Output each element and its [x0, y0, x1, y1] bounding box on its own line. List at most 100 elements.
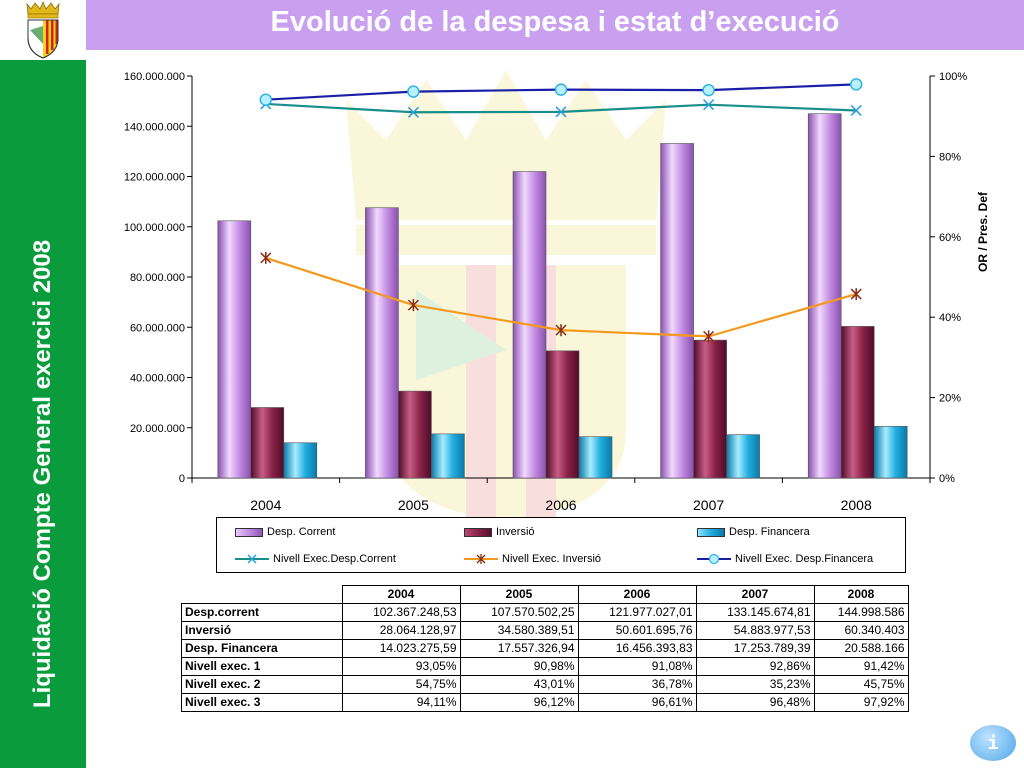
y-left-tick-label: 60.000.000 [130, 322, 185, 334]
x-tick-label: 2007 [693, 497, 724, 513]
table-row: Inversió 28.064.128,97 34.580.389,51 50.… [181, 621, 909, 640]
table-cell: 50.601.695,76 [577, 621, 697, 640]
row-label: Nivell exec. 3 [181, 693, 343, 712]
table-cell: 34.580.389,51 [459, 621, 579, 640]
marker-star-2005 [407, 299, 419, 312]
table-header-cell: 2008 [813, 585, 909, 604]
legend-swatch-desp-financera [697, 527, 725, 537]
marker-star-2007 [703, 330, 715, 343]
legend-item-nivell-2: Nivell Exec. Inversió [464, 552, 601, 566]
legend-item-nivell-3: Nivell Exec. Desp.Financera [697, 552, 873, 566]
row-label: Nivell exec. 2 [181, 675, 343, 694]
bar-desp-financera-2008 [873, 425, 908, 479]
marker-x-2006 [555, 106, 567, 118]
marker-circle-2005 [407, 85, 420, 98]
bar-inversi--2008 [840, 326, 875, 479]
table-row: Nivell exec. 1 93,05% 90,98% 91,08% 92,8… [181, 657, 909, 676]
y-left-tick-label: 160.000.000 [124, 71, 185, 83]
table-cell: 36,78% [577, 675, 697, 694]
table-row: Desp. Financera 14.023.275,59 17.557.326… [181, 639, 909, 658]
table-cell: 144.998.586 [813, 603, 909, 622]
legend-label-nivell-2: Nivell Exec. Inversió [502, 553, 602, 565]
table-cell: 16.456.393,83 [577, 639, 697, 658]
y-right-axis-label: OR / Pres. Def [976, 191, 990, 272]
marker-circle-2007 [702, 83, 715, 97]
table-header-cell: 2006 [577, 585, 697, 604]
y-right-tick-label: 80% [939, 151, 961, 163]
marker-star-2008 [850, 288, 862, 301]
info-button[interactable]: i [970, 725, 1016, 761]
y-left-tick-label: 80.000.000 [130, 272, 185, 284]
legend-item-inversio: Inversió [464, 525, 535, 539]
bar-inversi--2005 [398, 390, 432, 479]
table-cell: 54.883.977,53 [695, 621, 815, 640]
y-right-tick-label: 20% [939, 393, 961, 405]
table-cell: 96,12% [459, 693, 579, 712]
side-bar: Liquidació Compte General exercici 2008 [0, 60, 86, 768]
table-cell: 133.145.674,81 [695, 603, 815, 622]
bar-desp-financera-2007 [726, 434, 760, 479]
marker-star-2004 [260, 251, 272, 264]
x-tick-label: 2005 [398, 497, 429, 513]
y-left-tick-label: 40.000.000 [130, 373, 185, 385]
table-cell: 96,48% [695, 693, 815, 712]
table-header-cell: 2004 [341, 585, 461, 604]
y-left-tick-label: 140.000.000 [124, 121, 185, 133]
row-label: Desp. Financera [181, 639, 343, 658]
bar-inversi--2007 [693, 339, 727, 479]
x-tick-label: 2004 [250, 497, 281, 513]
legend-item-desp-financera: Desp. Financera [697, 525, 810, 539]
table-cell: 94,11% [341, 693, 461, 712]
legend-swatch-inversio [464, 527, 492, 537]
legend-marker-circle-icon [697, 553, 731, 565]
table-cell: 96,61% [577, 693, 697, 712]
table-header-cell: 2007 [695, 585, 815, 604]
table-cell: 91,08% [577, 657, 697, 676]
y-right-tick-label: 0% [939, 473, 955, 485]
bar-desp-corrent-2004 [217, 220, 252, 479]
marker-x-2005 [407, 106, 419, 118]
bar-desp-corrent-2008 [807, 113, 842, 479]
legend-marker-x-icon [235, 554, 269, 564]
chart-legend: Desp. Corrent Inversió Desp. Financera N… [216, 517, 906, 573]
table-row: Nivell exec. 2 54,75% 43,01% 36,78% 35,2… [181, 675, 909, 694]
row-label: Desp.corrent [181, 603, 343, 622]
legend-item-desp-corrent: Desp. Corrent [235, 525, 335, 539]
table-cell: 90,98% [459, 657, 579, 676]
table-header-cell: 2005 [459, 585, 579, 604]
marker-circle-2008 [850, 78, 863, 91]
marker-circle-2006 [554, 83, 568, 96]
table-cell: 14.023.275,59 [341, 639, 461, 658]
y-left-tick-label: 120.000.000 [124, 172, 185, 184]
table-cell: 35,23% [695, 675, 815, 694]
table-cell: 45,75% [813, 675, 909, 694]
y-right-tick-label: 100% [939, 71, 967, 83]
y-right-tick-label: 40% [939, 312, 961, 324]
table-cell: 43,01% [459, 675, 579, 694]
marker-x-2008 [850, 104, 862, 117]
y-left-tick-label: 0 [179, 473, 185, 485]
legend-label-inversio: Inversió [496, 526, 535, 538]
marker-x-2007 [703, 99, 715, 111]
bar-inversi--2004 [250, 407, 285, 479]
bar-inversi--2006 [545, 350, 580, 479]
y-left-tick-label: 100.000.000 [124, 222, 185, 234]
table-header-row: 2004 2005 2006 2007 2008 [182, 585, 909, 604]
bar-desp-corrent-2005 [365, 207, 399, 479]
info-icon: i [987, 732, 999, 754]
legend-swatch-desp-corrent [235, 527, 263, 537]
bar-desp-financera-2006 [578, 436, 613, 479]
x-tick-label: 2006 [545, 497, 576, 513]
coat-of-arms-logo [0, 0, 86, 60]
legend-label-desp-corrent: Desp. Corrent [267, 526, 336, 538]
legend-label-nivell-1: Nivell Exec.Desp.Corrent [273, 553, 396, 565]
y-left-tick-label: 20.000.000 [130, 423, 185, 435]
table-row: Nivell exec. 3 94,11% 96,12% 96,61% 96,4… [181, 693, 909, 712]
table-corner-cell [182, 586, 343, 604]
table-cell: 20.588.166 [813, 639, 909, 658]
table-cell: 92,86% [695, 657, 815, 676]
side-title: Liquidació Compte General exercici 2008 [29, 239, 56, 709]
legend-marker-star-icon [464, 554, 498, 564]
bar-desp-financera-2004 [283, 442, 318, 479]
table-row: Desp.corrent 102.367.248,53 107.570.502,… [181, 603, 909, 622]
